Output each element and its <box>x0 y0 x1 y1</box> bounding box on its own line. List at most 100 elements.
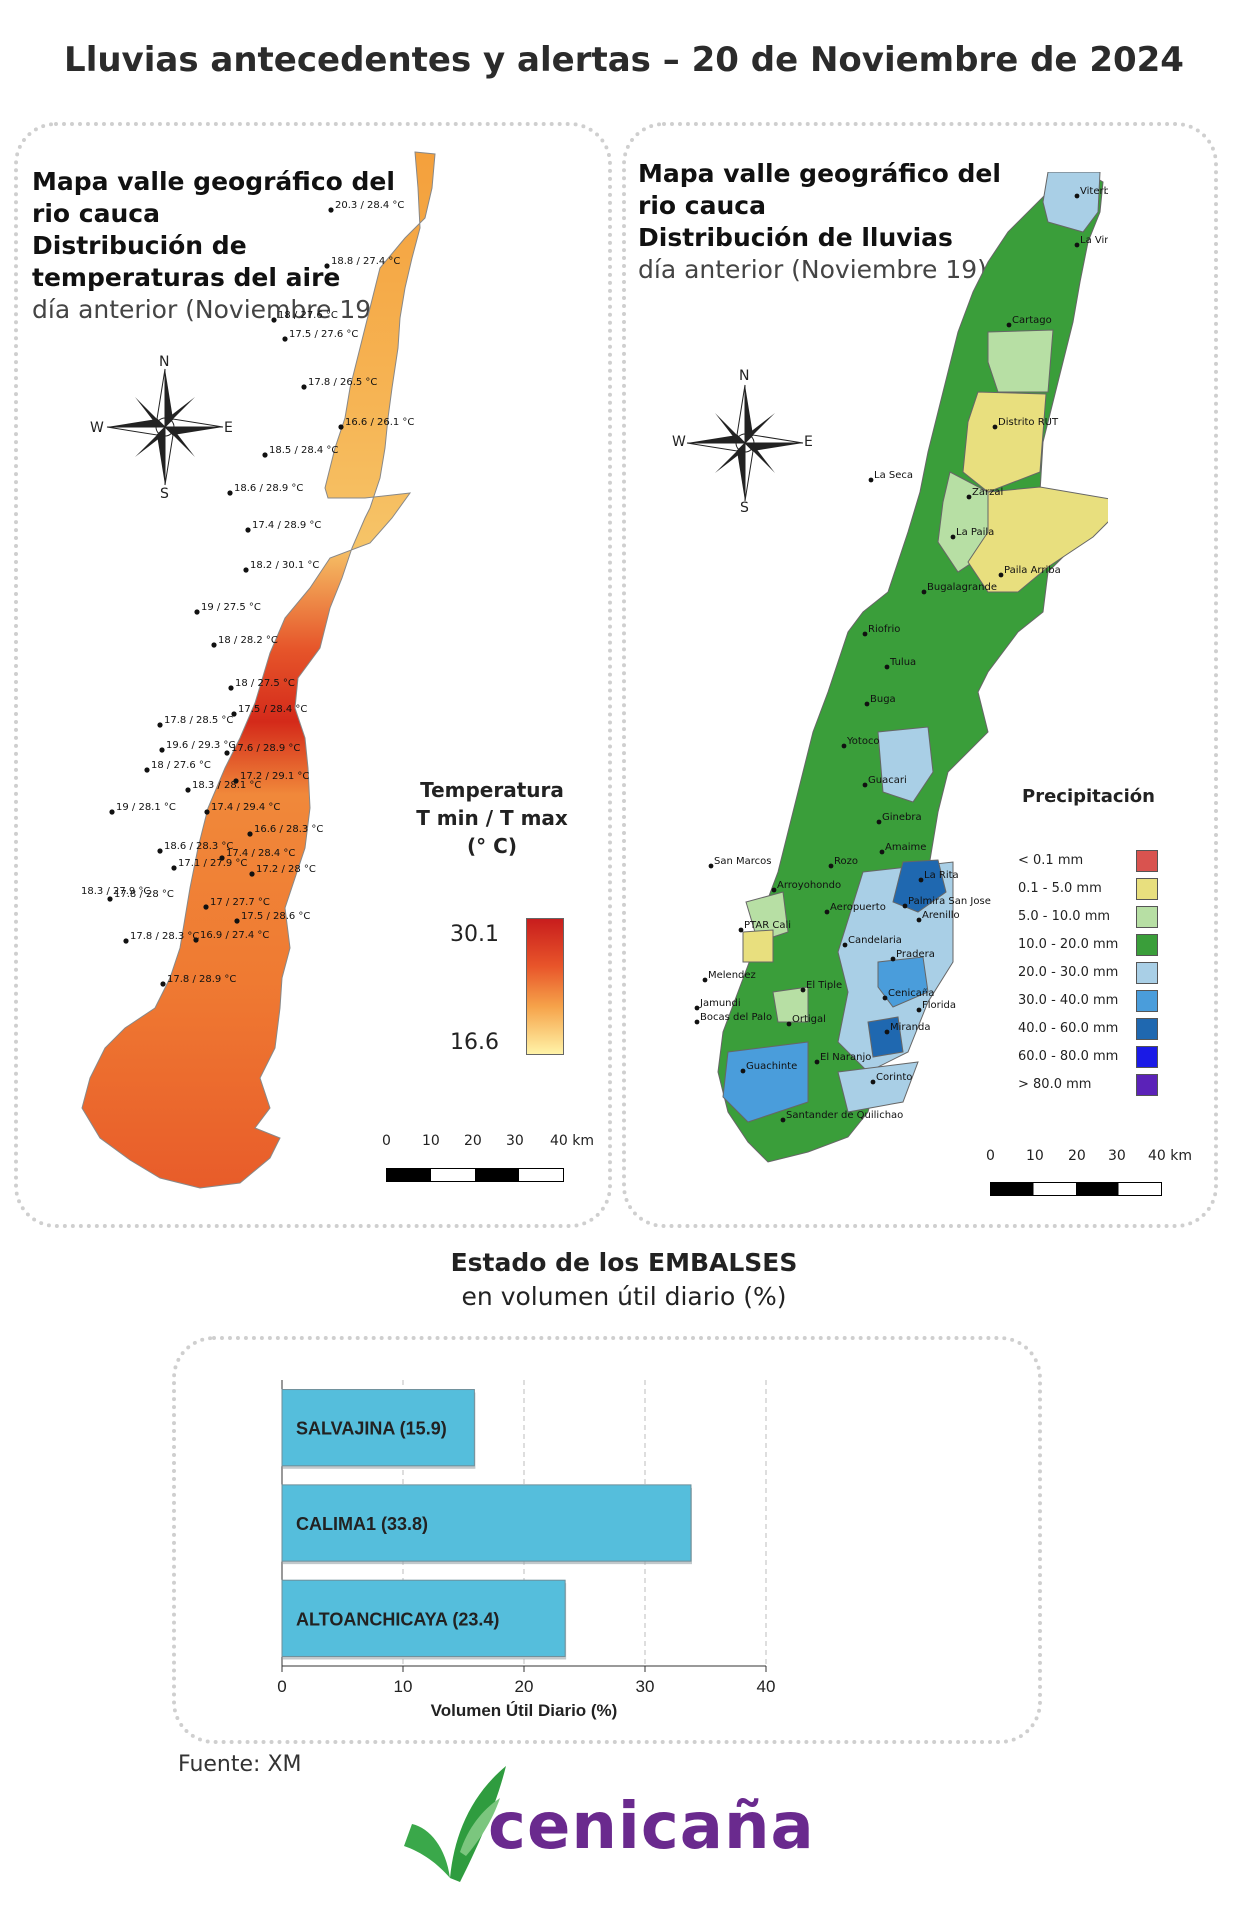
place-dot <box>814 1059 820 1065</box>
station-dot <box>157 722 163 728</box>
bar-label: SALVAJINA (15.9) <box>296 1419 447 1439</box>
place-dot <box>882 995 888 1001</box>
place-label: Rozo <box>834 856 858 867</box>
place-label: Arenillo <box>922 910 960 921</box>
chart-heading-line1: Estado de los EMBALSES <box>450 1248 798 1277</box>
rain-scale-bar <box>990 1182 1162 1196</box>
station-dot <box>144 767 150 773</box>
place-label: Aeropuerto <box>830 902 886 913</box>
station-label: 16.6 / 28.3 °C <box>254 824 323 835</box>
temp-title-line3: Distribución de <box>32 231 247 260</box>
place-dot <box>1074 242 1080 248</box>
place-dot <box>870 1079 876 1085</box>
place-dot <box>708 863 714 869</box>
station-label: 18 / 27.6 °C <box>151 760 211 771</box>
station-dot <box>204 809 210 815</box>
temp-title-line1: Mapa valle geográfico del <box>32 167 395 196</box>
place-label: Tulua <box>889 657 916 668</box>
place-label: Zarzal <box>972 487 1003 498</box>
station-dot <box>228 685 234 691</box>
station-label: 18 / 27.6 °C <box>278 310 338 321</box>
place-label: Viterbo <box>1080 186 1108 197</box>
station-dot <box>301 384 307 390</box>
station-label: 16.9 / 27.4 °C <box>200 930 269 941</box>
compass-s-label: S <box>160 486 169 502</box>
place-label: Arroyohondo <box>777 880 841 891</box>
place-dot <box>694 1019 700 1025</box>
place-dot <box>966 494 972 500</box>
compass-w-label: W <box>672 434 686 450</box>
station-label: 18.3 / 27.9 °C <box>81 886 150 897</box>
station-label: 18.6 / 28.3 °C <box>164 841 233 852</box>
station-label: 17.8 / 26.5 °C <box>308 377 377 388</box>
station-label: 17.1 / 27.9 °C <box>178 858 247 869</box>
rain-legend-swatch <box>1136 962 1158 984</box>
x-tick-label: 40 <box>757 1677 776 1696</box>
place-dot <box>862 631 868 637</box>
temp-legend-max: 30.1 <box>450 922 499 947</box>
cenicana-leaf-icon <box>404 1766 506 1882</box>
station-dot <box>123 938 129 944</box>
station-dot <box>227 490 233 496</box>
bar-label: CALIMA1 (33.8) <box>296 1514 428 1534</box>
station-label: 17.2 / 29.1 °C <box>240 771 309 782</box>
place-dot <box>738 927 744 933</box>
compass-e-label: E <box>224 420 233 436</box>
rain-legend-label: > 80.0 mm <box>1018 1077 1092 1092</box>
rain-legend-swatch <box>1136 850 1158 872</box>
temp-legend-title-2: T min / T max <box>416 806 568 830</box>
place-label: Distrito RUT <box>998 417 1059 428</box>
place-dot <box>694 1005 700 1011</box>
place-label: Bocas del Palo <box>700 1012 772 1023</box>
station-label: 17.8 / 28 °C <box>114 889 174 900</box>
station-dot <box>107 896 113 902</box>
place-dot <box>771 887 777 893</box>
temp-scale-bar <box>386 1168 564 1182</box>
cenicana-logo-text: cenicaña <box>488 1790 815 1864</box>
rain-legend-item: 20.0 - 30.0 mm <box>1018 962 1168 986</box>
station-label: 16.6 / 26.1 °C <box>345 417 414 428</box>
place-dot <box>884 664 890 670</box>
place-dot <box>916 1007 922 1013</box>
station-dot <box>160 981 166 987</box>
place-dot <box>841 743 847 749</box>
x-tick-label: 0 <box>277 1677 286 1696</box>
station-label: 17.5 / 27.6 °C <box>289 329 358 340</box>
place-label: Cartago <box>1012 315 1052 326</box>
station-dot <box>249 871 255 877</box>
place-label: Santander de Quilichao <box>786 1110 903 1121</box>
place-label: Guacari <box>868 775 907 786</box>
place-dot <box>1074 193 1080 199</box>
place-label: El Tiple <box>806 980 842 991</box>
place-label: Palmira San Jose <box>908 896 991 907</box>
rain-map-title: Mapa valle geográfico del rio cauca Dist… <box>638 158 1028 286</box>
reservoir-bar-chart: SALVAJINA (15.9) CALIMA1 (33.8) ALTOANCHIC… <box>277 1380 776 1720</box>
station-dot <box>159 747 165 753</box>
station-dot <box>282 336 288 342</box>
place-dot <box>786 1021 792 1027</box>
compass-n-label: N <box>739 368 750 384</box>
place-dot <box>876 819 882 825</box>
station-label: 17.5 / 28.4 °C <box>238 704 307 715</box>
compass-w-label: W <box>90 420 104 436</box>
station-dot <box>324 263 330 269</box>
place-dot <box>902 903 908 909</box>
rain-title-line2: rio cauca <box>638 191 766 220</box>
rain-legend-swatch <box>1136 906 1158 928</box>
station-dot <box>193 937 199 943</box>
place-dot <box>879 849 885 855</box>
temp-subtitle: día anterior (Noviembre 19) <box>32 295 381 324</box>
station-dot <box>185 787 191 793</box>
place-label: Pradera <box>896 949 935 960</box>
rain-legend-item: < 0.1 mm <box>1018 850 1168 874</box>
place-label: Corinto <box>876 1072 912 1083</box>
rain-title-line3: Distribución de lluvias <box>638 223 953 252</box>
place-dot <box>862 782 868 788</box>
place-label: Buga <box>870 694 896 705</box>
place-dot <box>992 424 998 430</box>
place-label: Jamundi <box>699 998 741 1009</box>
place-dot <box>884 1029 890 1035</box>
source-text: Fuente: XM <box>178 1752 302 1777</box>
station-label: 18.8 / 27.4 °C <box>331 256 400 267</box>
station-label: 18.2 / 30.1 °C <box>250 560 319 571</box>
